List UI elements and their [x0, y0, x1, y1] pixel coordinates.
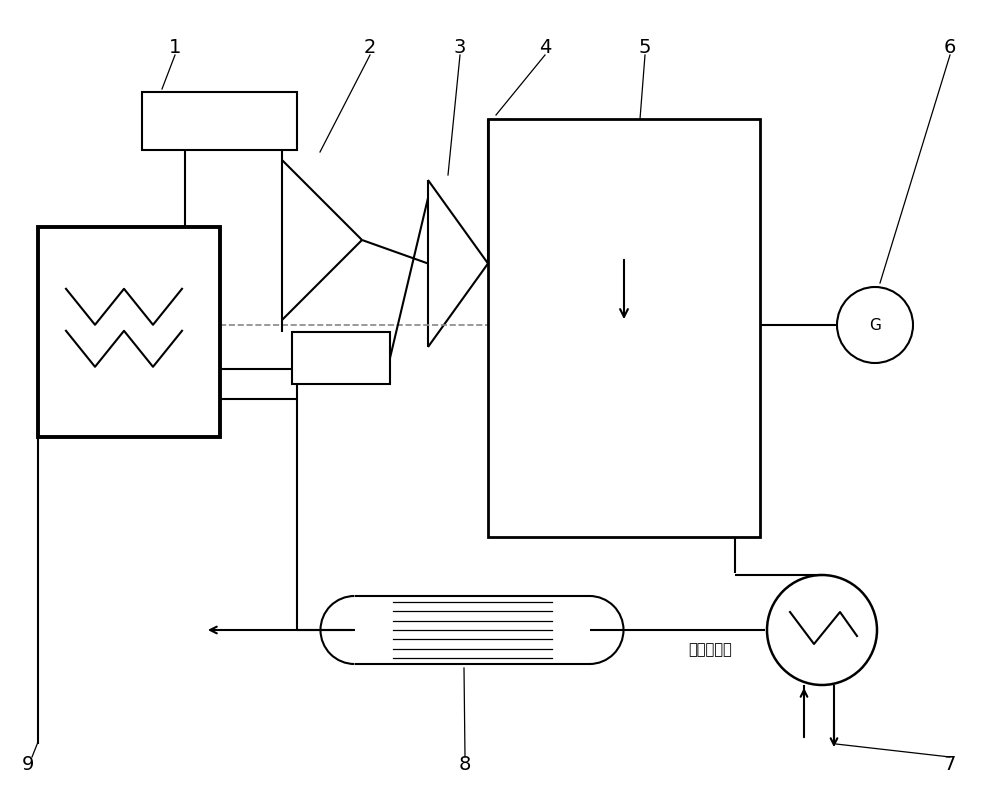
- Bar: [142, 92, 297, 150]
- Bar: [488, 119, 760, 537]
- Text: 1: 1: [169, 37, 181, 56]
- Text: 6: 6: [944, 37, 956, 56]
- Text: 热网循环水: 热网循环水: [688, 642, 732, 657]
- Bar: [38, 227, 220, 437]
- Text: G: G: [869, 318, 881, 333]
- Bar: [292, 332, 390, 384]
- Text: 9: 9: [22, 755, 34, 774]
- Text: 7: 7: [944, 755, 956, 774]
- Text: 3: 3: [454, 37, 466, 56]
- Text: 5: 5: [639, 37, 651, 56]
- Text: 8: 8: [459, 755, 471, 774]
- Text: 4: 4: [539, 37, 551, 56]
- Text: 2: 2: [364, 37, 376, 56]
